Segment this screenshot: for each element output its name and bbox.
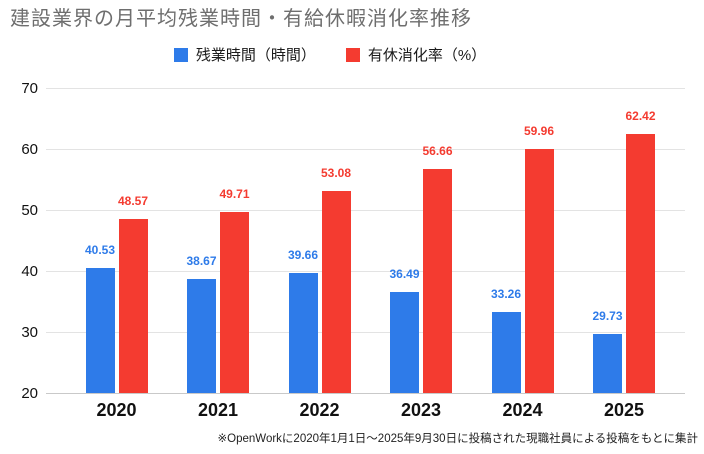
x-axis-label-2021: 2021 xyxy=(197,400,239,420)
bar-paid-leave-rate-2023 xyxy=(423,169,452,393)
legend-item-overtime: 残業時間（時間） xyxy=(173,44,316,65)
bar-paid-leave-rate-2025 xyxy=(626,134,655,393)
gridline-60 xyxy=(46,149,685,150)
bar-overtime-hours-2022 xyxy=(288,273,318,393)
y-axis-tick-40: 40 xyxy=(21,263,38,280)
legend-item-paid-leave: 有休消化率（%） xyxy=(345,44,487,65)
source-note: ※OpenWorkに2020年1月1日〜2025年9月30日に投稿された現職社員… xyxy=(217,433,698,445)
bar-paid-leave-rate-2021 xyxy=(220,211,249,393)
y-axis-tick-70: 70 xyxy=(21,80,38,97)
bar-overtime-hours-2020 xyxy=(85,267,115,393)
x-axis-label-2025: 2025 xyxy=(603,400,645,420)
y-axis-tick-30: 30 xyxy=(21,324,38,341)
value-label-paid-leave-rate-2020: 48.57 xyxy=(117,193,149,208)
value-label-paid-leave-rate-2024: 59.96 xyxy=(523,124,555,139)
overtime-swatch-icon xyxy=(173,47,188,62)
bar-overtime-hours-2023 xyxy=(390,292,419,393)
value-label-overtime-hours-2021: 38.67 xyxy=(186,254,217,269)
gridline-30 xyxy=(46,332,685,333)
x-axis-label-2023: 2023 xyxy=(400,400,442,420)
bar-overtime-hours-2021 xyxy=(187,279,216,393)
value-label-paid-leave-rate-2021: 49.71 xyxy=(219,186,250,201)
gridline-20 xyxy=(46,393,685,394)
gridline-70 xyxy=(46,88,685,89)
bar-overtime-hours-2025 xyxy=(593,333,622,393)
value-label-overtime-hours-2025: 29.73 xyxy=(592,308,623,323)
bar-paid-leave-rate-2022 xyxy=(321,191,351,393)
bar-overtime-hours-2024 xyxy=(491,312,521,393)
legend: 残業時間（時間） 有休消化率（%） xyxy=(0,44,682,65)
value-label-overtime-hours-2024: 33.26 xyxy=(490,287,522,302)
value-label-paid-leave-rate-2022: 53.08 xyxy=(320,166,352,181)
x-axis-label-2020: 2020 xyxy=(96,400,137,420)
value-label-overtime-hours-2020: 40.53 xyxy=(84,242,116,257)
bar-paid-leave-rate-2024 xyxy=(524,149,554,393)
y-axis-tick-20: 20 xyxy=(21,385,38,402)
value-label-overtime-hours-2023: 36.49 xyxy=(389,267,420,282)
value-label-overtime-hours-2022: 39.66 xyxy=(287,248,319,263)
gridline-50 xyxy=(46,210,685,211)
plot-area: 20 30 40 50 60 70 40.53 48.57 2020 38.67 49.71 2021… xyxy=(21,81,685,420)
chart-title: 建設業界の月平均残業時間・有給休暇消化率推移 xyxy=(10,8,472,30)
value-label-paid-leave-rate-2025: 62.42 xyxy=(625,109,656,124)
y-axis-tick-50: 50 xyxy=(21,202,38,219)
x-axis-label-2022: 2022 xyxy=(299,400,340,420)
legend-label-paid-leave: 有休消化率（%） xyxy=(367,47,487,64)
bar-paid-leave-rate-2020 xyxy=(118,218,148,393)
gridline-40 xyxy=(46,271,685,272)
value-label-paid-leave-rate-2023: 56.66 xyxy=(422,144,453,159)
paid-leave-swatch-icon xyxy=(345,47,360,62)
legend-label-overtime: 残業時間（時間） xyxy=(195,47,316,64)
x-axis-label-2024: 2024 xyxy=(502,400,543,420)
y-axis-tick-60: 60 xyxy=(21,141,38,158)
